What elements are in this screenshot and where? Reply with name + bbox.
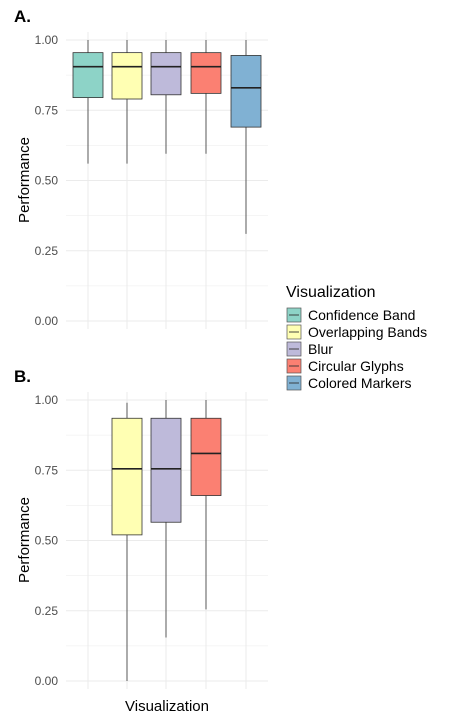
box-circular-glyphs — [190, 40, 222, 154]
legend-label: Confidence Band — [308, 307, 415, 323]
y-tick-label: 0.50 — [35, 534, 59, 548]
legend-item-circular-glyphs: Circular Glyphs — [286, 358, 404, 374]
panel-a-y-axis-title: Performance — [16, 137, 33, 223]
panel-b: 0.00 0.25 0.50 0.75 1.00 — [35, 392, 268, 689]
box-colored-markers — [230, 40, 262, 234]
box-circular-glyphs — [190, 400, 222, 610]
panel-a-label: A. — [14, 7, 31, 26]
panel-b-boxes — [111, 400, 222, 681]
legend-title: Visualization — [286, 284, 376, 301]
panel-a: 0.00 0.25 0.50 0.75 1.00 — [35, 32, 268, 329]
panel-a-y-ticks: 0.00 0.25 0.50 0.75 1.00 — [35, 33, 59, 328]
legend: Visualization Confidence BandOverlapping… — [286, 284, 427, 391]
panel-b-grid — [66, 392, 268, 689]
box-overlapping-bands — [111, 402, 143, 681]
y-tick-label: 0.75 — [35, 103, 59, 117]
panel-b-x-axis-title: Visualization — [125, 698, 209, 715]
y-tick-label: 0.25 — [35, 244, 59, 258]
box-iqr — [230, 55, 262, 128]
y-tick-label: 0.50 — [35, 174, 59, 188]
box-iqr — [150, 417, 182, 523]
y-tick-label: 0.00 — [35, 674, 59, 688]
box-blur — [150, 400, 182, 638]
legend-label: Overlapping Bands — [308, 324, 427, 340]
legend-label: Blur — [308, 341, 333, 357]
y-tick-label: 0.00 — [35, 314, 59, 328]
legend-item-colored-markers: Colored Markers — [286, 375, 411, 391]
box-iqr — [72, 52, 104, 99]
legend-label: Colored Markers — [308, 375, 411, 391]
panel-b-label: B. — [14, 367, 31, 386]
box-iqr — [111, 417, 143, 536]
box-iqr — [111, 52, 143, 100]
panel-a-boxes — [72, 40, 262, 234]
y-tick-label: 1.00 — [35, 393, 59, 407]
box-iqr — [150, 52, 182, 96]
box-overlapping-bands — [111, 40, 143, 164]
legend-item-confidence-band: Confidence Band — [286, 307, 415, 323]
box-confidence-band — [72, 40, 104, 164]
y-tick-label: 0.25 — [35, 604, 59, 618]
y-tick-label: 0.75 — [35, 463, 59, 477]
box-iqr — [190, 52, 222, 94]
legend-item-overlapping-bands: Overlapping Bands — [286, 324, 427, 340]
panel-b-y-axis-title: Performance — [16, 497, 33, 583]
box-iqr — [190, 417, 222, 496]
legend-label: Circular Glyphs — [308, 358, 404, 374]
panel-b-y-ticks: 0.00 0.25 0.50 0.75 1.00 — [35, 393, 59, 688]
y-tick-label: 1.00 — [35, 33, 59, 47]
box-blur — [150, 40, 182, 154]
legend-item-blur: Blur — [286, 341, 333, 357]
